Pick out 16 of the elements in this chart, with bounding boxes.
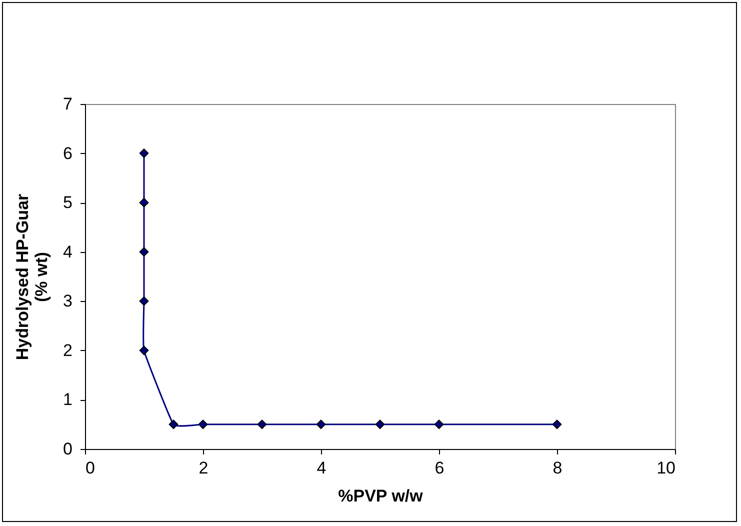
y-tick-label: 6 (63, 144, 72, 163)
x-tick-label: 4 (316, 458, 326, 478)
y-axis-title: Hydrolysed HP-Guar (% wt) (13, 193, 52, 360)
x-tick-label: 0 (86, 458, 95, 478)
y-tick-label: 3 (63, 292, 72, 311)
y-tick-label: 0 (63, 440, 72, 458)
y-tick-label: 4 (63, 242, 72, 262)
y-tick-label: 2 (63, 340, 72, 360)
x-tick-label: 8 (552, 458, 562, 478)
x-axis-title: %PVP w/w (338, 486, 424, 506)
x-tick-label: 10 (656, 458, 676, 478)
y-tick-label: 1 (63, 390, 72, 410)
y-tick-label: 7 (63, 94, 72, 114)
x-tick-label: 6 (434, 458, 444, 478)
x-tick-label: 2 (198, 458, 208, 478)
y-tick-label: 5 (63, 193, 72, 212)
